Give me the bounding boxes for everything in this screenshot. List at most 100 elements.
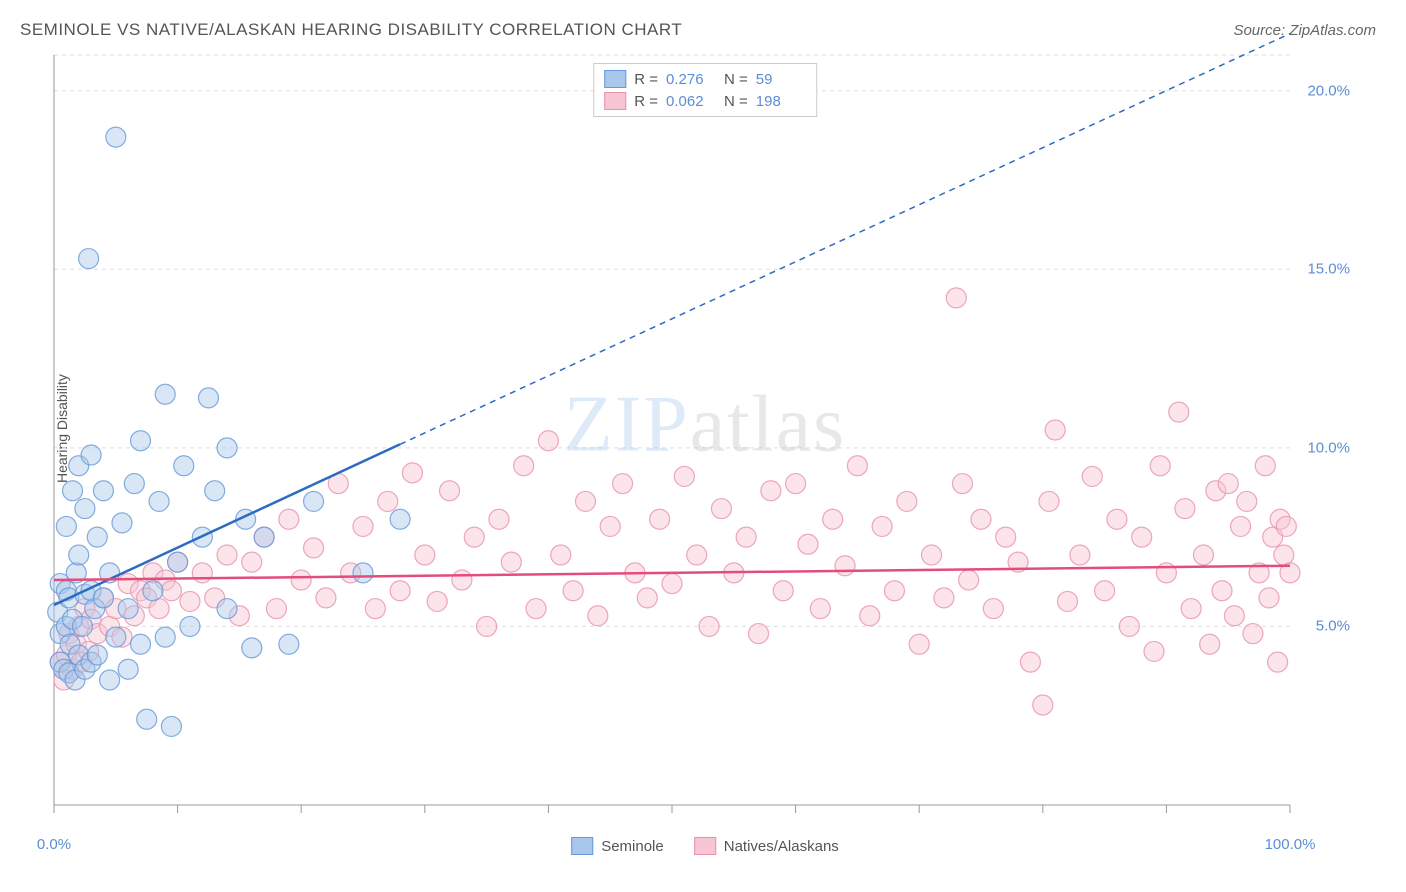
data-point	[761, 481, 781, 501]
data-point	[1132, 527, 1152, 547]
x-tick-label: 0.0%	[37, 836, 71, 853]
data-point	[266, 599, 286, 619]
data-point	[650, 509, 670, 529]
data-point	[353, 563, 373, 583]
legend-n-label: N =	[724, 93, 748, 110]
data-point	[687, 545, 707, 565]
data-point	[1082, 466, 1102, 486]
data-point	[971, 509, 991, 529]
legend-row: R =0.276N =59	[604, 68, 806, 90]
data-point	[81, 445, 101, 465]
data-point	[93, 481, 113, 501]
legend-swatch	[604, 70, 626, 88]
data-point	[810, 599, 830, 619]
data-point	[959, 570, 979, 590]
plot-area: Hearing Disability ZIPatlas R =0.276N =5…	[50, 55, 1360, 825]
data-point	[87, 527, 107, 547]
data-point	[699, 616, 719, 636]
data-point	[217, 599, 237, 619]
data-point	[563, 581, 583, 601]
data-point	[1276, 516, 1296, 536]
data-point	[1020, 652, 1040, 672]
data-point	[149, 599, 169, 619]
data-point	[390, 581, 410, 601]
data-point	[1237, 491, 1257, 511]
data-point	[1070, 545, 1090, 565]
data-point	[1150, 456, 1170, 476]
data-point	[1274, 545, 1294, 565]
data-point	[1231, 516, 1251, 536]
data-point	[1045, 420, 1065, 440]
data-point	[613, 474, 633, 494]
data-point	[56, 516, 76, 536]
data-point	[1119, 616, 1139, 636]
data-point	[100, 670, 120, 690]
data-point	[749, 624, 769, 644]
legend-series: SeminoleNatives/Alaskans	[571, 837, 839, 855]
data-point	[823, 509, 843, 529]
data-point	[1212, 581, 1232, 601]
legend-swatch	[604, 92, 626, 110]
data-point	[996, 527, 1016, 547]
data-point	[353, 516, 373, 536]
data-point	[1058, 591, 1078, 611]
data-point	[205, 481, 225, 501]
scatter-chart	[50, 55, 1360, 825]
data-point	[872, 516, 892, 536]
data-point	[93, 588, 113, 608]
data-point	[217, 545, 237, 565]
data-point	[983, 599, 1003, 619]
data-point	[316, 588, 336, 608]
data-point	[1033, 695, 1053, 715]
data-point	[798, 534, 818, 554]
data-point	[1259, 588, 1279, 608]
data-point	[378, 491, 398, 511]
data-point	[279, 509, 299, 529]
legend-item: Natives/Alaskans	[694, 837, 839, 855]
data-point	[588, 606, 608, 626]
legend-r-label: R =	[634, 71, 658, 88]
data-point	[72, 616, 92, 636]
data-point	[63, 481, 83, 501]
y-tick-label: 10.0%	[1307, 439, 1350, 456]
data-point	[390, 509, 410, 529]
legend-row: R =0.062N =198	[604, 90, 806, 112]
data-point	[217, 438, 237, 458]
legend-r-value: 0.276	[666, 71, 716, 88]
data-point	[155, 627, 175, 647]
data-point	[131, 634, 151, 654]
data-point	[402, 463, 422, 483]
data-point	[131, 431, 151, 451]
data-point	[464, 527, 484, 547]
data-point	[304, 491, 324, 511]
data-point	[440, 481, 460, 501]
data-point	[155, 384, 175, 404]
data-point	[143, 581, 163, 601]
legend-r-value: 0.062	[666, 93, 716, 110]
y-tick-label: 20.0%	[1307, 82, 1350, 99]
data-point	[909, 634, 929, 654]
data-point	[860, 606, 880, 626]
data-point	[551, 545, 571, 565]
data-point	[192, 563, 212, 583]
data-point	[304, 538, 324, 558]
legend-n-value: 198	[756, 93, 806, 110]
y-tick-label: 15.0%	[1307, 261, 1350, 278]
data-point	[106, 127, 126, 147]
data-point	[415, 545, 435, 565]
data-point	[662, 574, 682, 594]
data-point	[897, 491, 917, 511]
data-point	[174, 456, 194, 476]
data-point	[199, 388, 219, 408]
data-point	[952, 474, 972, 494]
data-point	[736, 527, 756, 547]
data-point	[514, 456, 534, 476]
data-point	[112, 513, 132, 533]
data-point	[254, 527, 274, 547]
data-point	[161, 581, 181, 601]
legend-correlation: R =0.276N =59R =0.062N =198	[593, 63, 817, 117]
data-point	[149, 491, 169, 511]
trend-line-extrapolated	[400, 34, 1290, 445]
x-tick-label: 100.0%	[1265, 836, 1316, 853]
data-point	[242, 638, 262, 658]
